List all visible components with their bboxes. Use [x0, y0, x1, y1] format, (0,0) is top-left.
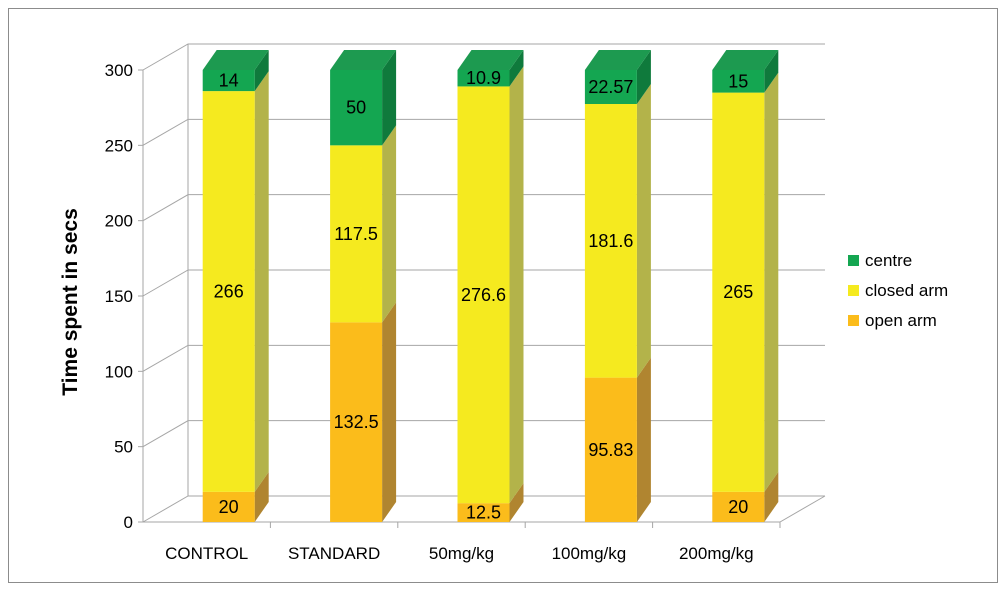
- bar-segment: [712, 70, 765, 93]
- chart-frame: [8, 8, 998, 583]
- data-label: 50: [346, 98, 366, 118]
- data-label: 117.5: [334, 224, 378, 244]
- bar-segment: [584, 377, 637, 522]
- y-tick-label: 250: [105, 136, 133, 155]
- data-label: 12.5: [466, 503, 501, 523]
- legend-entry: centre: [865, 251, 912, 270]
- legend-swatch: [848, 285, 859, 296]
- data-label: 22.57: [588, 77, 633, 97]
- legend: centre closed arm open arm: [848, 251, 948, 330]
- data-label: 10.9: [466, 68, 501, 88]
- bar-segment: [330, 70, 383, 146]
- bar-segment: [202, 491, 255, 522]
- y-tick-label: 100: [105, 362, 133, 381]
- x-tick-label: 100mg/kg: [552, 544, 627, 563]
- bar-segment-side: [636, 84, 651, 378]
- bar-segment: [712, 491, 765, 522]
- data-label: 20: [219, 497, 239, 517]
- bar-segment: [584, 70, 637, 105]
- bars: 20 266 14 132.5 117.5 50 12.5 276.6 10.9 95.83 181…: [202, 50, 779, 523]
- data-label: 132.5: [334, 412, 379, 432]
- bar-top: [457, 50, 524, 70]
- bar-top: [712, 50, 779, 70]
- bar-segment: [330, 322, 383, 522]
- bar-stack: 12.5 276.6 10.9: [457, 50, 524, 523]
- data-label: 14: [219, 71, 239, 91]
- bar-segment-side: [254, 71, 269, 492]
- bar-segment-side: [254, 50, 269, 92]
- legend-entry: open arm: [865, 311, 937, 330]
- bar-segment-side: [509, 66, 524, 504]
- y-axis-title: Time spent in secs: [59, 208, 82, 396]
- legend-entry: closed arm: [865, 281, 948, 300]
- x-tick-label: 200mg/kg: [679, 544, 754, 563]
- legend-swatch: [848, 315, 859, 326]
- bar-segment: [457, 70, 510, 87]
- x-axis-categories: CONTROL STANDARD 50mg/kg 100mg/kg 200mg/kg: [165, 522, 781, 563]
- data-label: 266: [214, 281, 244, 301]
- x-tick-label: STANDARD: [288, 544, 380, 563]
- y-axis-ticks: 0 50 100 150 200 250 300: [105, 61, 143, 532]
- x-tick-label: CONTROL: [165, 544, 248, 563]
- bar-top: [584, 50, 651, 70]
- data-label: 20: [728, 497, 748, 517]
- legend-swatch: [848, 255, 859, 266]
- y-tick-label: 50: [114, 438, 133, 457]
- data-label: 95.83: [588, 440, 633, 460]
- bar-segment-side: [382, 50, 397, 146]
- y-tick-label: 200: [105, 212, 133, 231]
- bar-segment: [330, 145, 383, 323]
- bar-segment: [202, 70, 255, 92]
- bar-stack: 20 266 14: [202, 50, 269, 522]
- bar-top: [202, 50, 269, 70]
- bar-stack: 20 265 15: [712, 50, 779, 522]
- bar-segment-side: [254, 471, 269, 522]
- bar-segment: [584, 104, 637, 378]
- bar-stack: 95.83 181.6 22.57: [584, 50, 651, 522]
- y-tick-label: 150: [105, 287, 133, 306]
- bar-segment-side: [764, 72, 779, 492]
- bar-segment-side: [509, 50, 524, 87]
- bar-segment-side: [636, 357, 651, 522]
- x-tick-label: 50mg/kg: [429, 544, 494, 563]
- bar-top: [330, 50, 397, 70]
- data-label: 265: [723, 282, 753, 302]
- data-label: 181.6: [588, 231, 633, 251]
- gridline: [142, 43, 825, 71]
- bar-segment: [712, 92, 765, 492]
- bar-segment-side: [509, 483, 524, 522]
- y-tick-label: 300: [105, 61, 133, 80]
- bar-segment-side: [382, 302, 397, 522]
- bar-segment-side: [636, 50, 651, 105]
- bar-stack: 132.5 117.5 50: [330, 50, 397, 522]
- bar-segment-side: [382, 125, 397, 323]
- bar-segment-side: [764, 471, 779, 522]
- data-label: 276.6: [461, 285, 506, 305]
- y-tick-label: 0: [124, 513, 133, 532]
- data-label: 15: [728, 71, 748, 91]
- bar-segment-side: [764, 50, 779, 93]
- bar-segment: [202, 91, 255, 492]
- bar-segment: [457, 86, 510, 504]
- bar-segment: [457, 503, 510, 522]
